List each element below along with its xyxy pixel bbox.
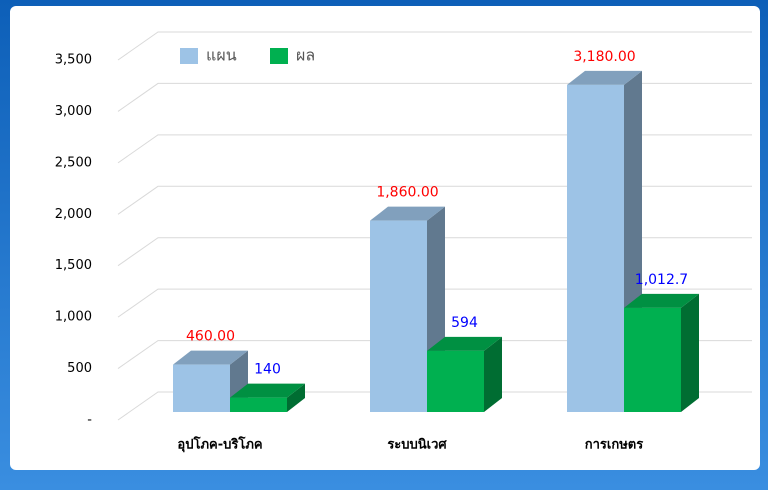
bar-front <box>370 220 427 412</box>
x-tick-label: อุปโภค-บริโภค <box>177 436 262 453</box>
y-tick-label: - <box>87 413 92 428</box>
bar-top <box>624 293 699 308</box>
bar-front <box>567 84 624 413</box>
grid-line <box>117 31 752 61</box>
x-tick-label: การเกษตร <box>585 438 643 453</box>
grid-line <box>117 391 752 421</box>
bar-front <box>427 350 484 412</box>
legend-swatch <box>270 48 288 64</box>
legend-label: แผน <box>206 46 237 65</box>
value-label: 460.00 <box>186 329 235 345</box>
bar-top <box>173 350 248 365</box>
value-label: 594 <box>451 315 478 331</box>
y-tick-label: 3,000 <box>55 104 92 119</box>
value-label: 1,012.7 <box>635 272 688 288</box>
bar-front <box>230 397 287 412</box>
value-label: 3,180.00 <box>573 49 635 65</box>
bar-side <box>484 336 502 412</box>
grid-line <box>117 82 752 112</box>
bar-top <box>427 336 502 351</box>
bar-top <box>230 383 305 398</box>
x-tick-label: ระบบนิเวศ <box>387 438 447 453</box>
legend-label: ผล <box>296 46 315 65</box>
bar-side <box>681 293 699 412</box>
bar-front <box>173 364 230 412</box>
grid-line <box>117 185 752 215</box>
y-tick-label: 2,500 <box>55 155 92 170</box>
grid-line <box>117 340 752 369</box>
value-label: 1,860.00 <box>376 185 438 201</box>
grid-line <box>117 134 752 164</box>
y-tick-label: 500 <box>67 361 92 376</box>
bar-top <box>567 70 642 85</box>
y-tick-label: 3,500 <box>55 53 92 68</box>
bar <box>230 383 305 412</box>
bar <box>427 336 502 412</box>
y-tick-label: 1,000 <box>55 310 92 325</box>
bar <box>624 293 699 412</box>
bar-front <box>624 307 681 412</box>
y-tick-label: 2,000 <box>55 207 92 222</box>
grid-line <box>117 288 752 318</box>
bar-side <box>287 383 305 412</box>
y-tick-label: 1,500 <box>55 258 92 273</box>
legend-swatch <box>180 48 198 64</box>
grid-line <box>117 237 752 267</box>
value-label: 140 <box>254 362 281 378</box>
bar-top <box>370 206 445 221</box>
